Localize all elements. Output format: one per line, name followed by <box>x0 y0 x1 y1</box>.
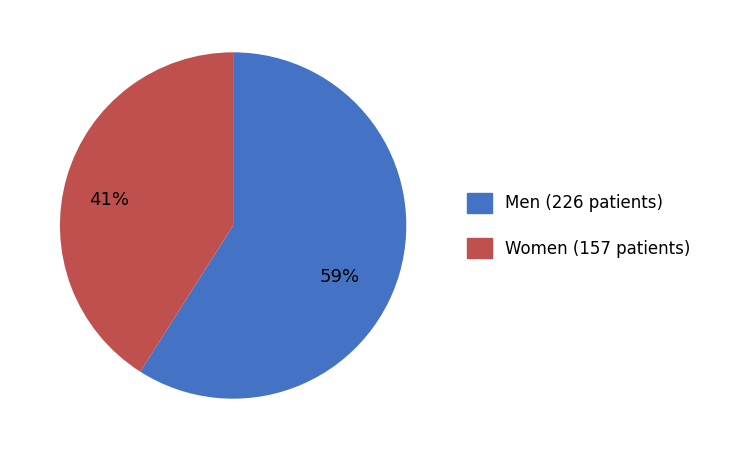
Text: 59%: 59% <box>320 268 360 286</box>
Text: 41%: 41% <box>89 190 129 208</box>
Wedge shape <box>141 52 406 399</box>
Legend: Men (226 patients), Women (157 patients): Men (226 patients), Women (157 patients) <box>460 186 697 265</box>
Wedge shape <box>60 52 233 372</box>
